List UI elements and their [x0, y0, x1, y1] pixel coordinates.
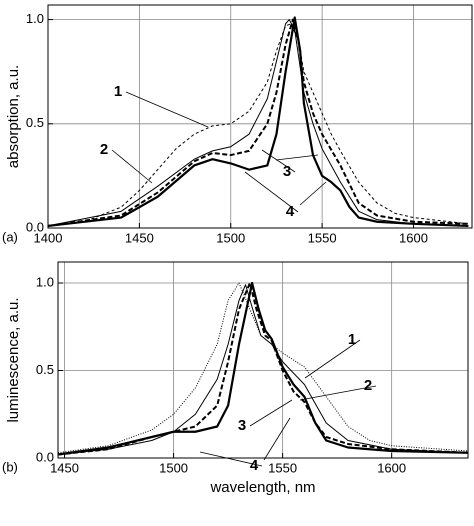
series-line — [57, 282, 469, 456]
series-label: 4 — [286, 203, 295, 220]
y-axis-label: absorption, a.u. — [5, 65, 22, 168]
x-tick-label: 1450 — [125, 230, 154, 245]
callout-line — [275, 154, 319, 161]
series-line — [47, 23, 469, 227]
series-label: 1 — [348, 331, 356, 348]
callout-line — [199, 451, 263, 467]
x-tick-label: 1450 — [50, 460, 79, 475]
callout-line — [263, 417, 291, 461]
callout-line — [299, 385, 377, 401]
y-tick-label: 0.5 — [36, 362, 54, 377]
series-line — [47, 18, 469, 227]
series-line — [57, 284, 469, 455]
series-label: 2 — [364, 377, 372, 394]
x-tick-label: 1550 — [308, 230, 337, 245]
plot-frame — [57, 261, 469, 459]
panel-label: (a) — [2, 229, 18, 244]
series-line — [57, 281, 469, 456]
plot-frame — [47, 4, 473, 229]
y-tick-label: 0.5 — [26, 115, 44, 130]
series-line — [57, 282, 469, 454]
series-label: 3 — [238, 417, 246, 434]
y-tick-label: 0.0 — [26, 219, 44, 234]
panel-label: (b) — [2, 459, 18, 474]
callout-line — [244, 171, 299, 213]
callout-line — [125, 91, 209, 128]
x-tick-label: 1400 — [34, 230, 63, 245]
y-tick-label: 1.0 — [36, 274, 54, 289]
series-label: 1 — [114, 83, 122, 100]
y-axis-label: luminescence, a.u. — [5, 297, 22, 422]
x-tick-label: 1600 — [399, 230, 428, 245]
x-tick-label: 1500 — [159, 460, 188, 475]
x-tick-label: 1500 — [216, 230, 245, 245]
x-tick-label: 1600 — [377, 460, 406, 475]
series-label: 2 — [100, 141, 108, 158]
y-tick-label: 1.0 — [26, 11, 44, 26]
y-tick-label: 0.0 — [36, 449, 54, 464]
callout-line — [111, 149, 153, 184]
series-line — [47, 19, 469, 227]
callout-line — [261, 149, 296, 173]
callout-line — [304, 339, 361, 379]
callout-line — [299, 181, 327, 206]
x-tick-label: 1550 — [268, 460, 297, 475]
series-label: 4 — [250, 457, 259, 474]
callout-line — [249, 399, 293, 427]
series-line — [47, 16, 469, 228]
x-axis-label: wavelength, nm — [209, 479, 315, 496]
series-label: 3 — [283, 163, 291, 180]
